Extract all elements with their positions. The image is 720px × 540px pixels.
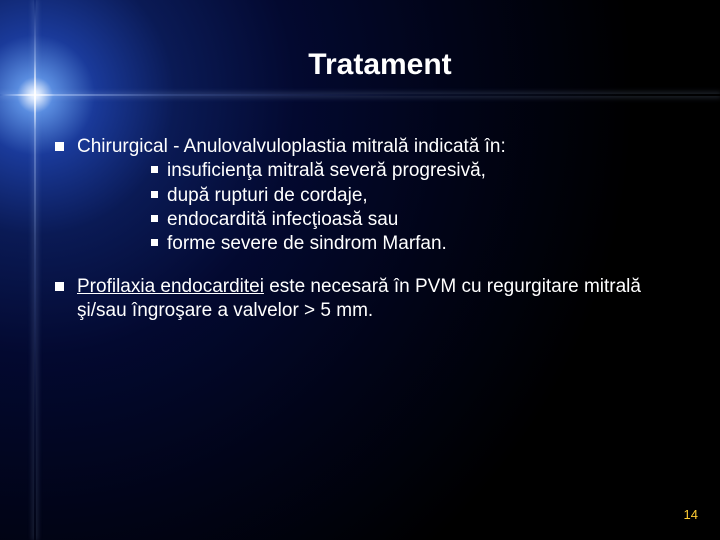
sub-bullet-item: forme severe de sindrom Marfan. <box>151 232 690 256</box>
square-bullet-icon <box>55 142 64 151</box>
sub-bullet-text: endocardită infecţioasă sau <box>167 209 398 230</box>
bullet-text: Profilaxia endocarditei este necesară în… <box>77 276 641 321</box>
sub-bullet-item: după rupturi de cordaje, <box>151 184 690 208</box>
slide: Tratament Chirurgical - Anulovalvuloplas… <box>0 0 720 540</box>
flare-horizontal <box>0 94 720 96</box>
page-number: 14 <box>684 507 698 522</box>
square-bullet-icon <box>151 215 158 222</box>
sub-bullet-item: endocardită infecţioasă sau <box>151 208 690 232</box>
sub-bullet-text: forme severe de sindrom Marfan. <box>167 233 447 254</box>
square-bullet-icon <box>151 239 158 246</box>
bullet-item: Chirurgical - Anulovalvuloplastia mitral… <box>55 135 690 257</box>
square-bullet-icon <box>151 166 158 173</box>
bullet-text: Chirurgical - Anulovalvuloplastia mitral… <box>77 136 506 157</box>
square-bullet-icon <box>151 191 158 198</box>
bullet-item: Profilaxia endocarditei este necesară în… <box>55 275 690 324</box>
square-bullet-icon <box>55 282 64 291</box>
sub-bullet-item: insuficienţa mitrală severă progresivă, <box>151 159 690 183</box>
slide-body: Chirurgical - Anulovalvuloplastia mitral… <box>55 135 690 341</box>
slide-title: Tratament <box>0 48 720 82</box>
sub-bullet-text: insuficienţa mitrală severă progresivă, <box>167 160 486 181</box>
sub-bullet-text: după rupturi de cordaje, <box>167 185 368 206</box>
sub-bullet-group: insuficienţa mitrală severă progresivă, … <box>77 159 690 256</box>
